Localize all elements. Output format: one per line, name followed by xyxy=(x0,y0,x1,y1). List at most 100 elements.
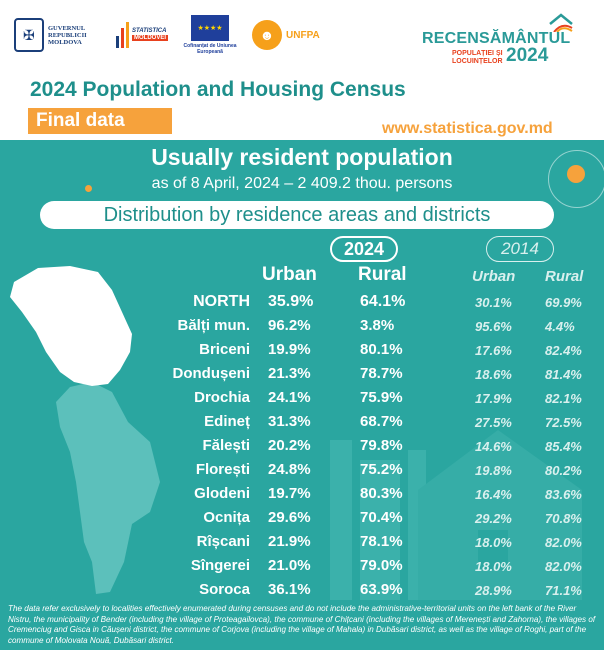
table-row: Fălești 20.2% 79.8% 14.6% 85.4% xyxy=(0,437,604,459)
eu-logo-text: Cofinanțat de Uniunea Europeană xyxy=(183,43,237,55)
rural-2014-value: 80.2% xyxy=(545,463,582,478)
rural-2024-value: 80.3% xyxy=(360,485,403,502)
urban-2024-value: 29.6% xyxy=(268,509,311,526)
rural-2024-value: 79.8% xyxy=(360,437,403,454)
table-row: Glodeni 19.7% 80.3% 16.4% 83.6% xyxy=(0,485,604,507)
house-roof-icon xyxy=(549,13,573,32)
urban-2014-value: 18.6% xyxy=(475,367,512,382)
table-row: Soroca 36.1% 63.9% 28.9% 71.1% xyxy=(0,581,604,603)
table-row: Sîngerei 21.0% 79.0% 18.0% 82.0% xyxy=(0,557,604,579)
district-name: Dondușeni xyxy=(172,365,251,382)
district-name: Fălești xyxy=(202,437,250,454)
section-title: Usually resident population xyxy=(151,144,453,170)
urban-2024-value: 31.3% xyxy=(268,413,311,430)
unfpa-logo: ☻ UNFPA xyxy=(252,20,320,50)
year-2024-badge: 2024 xyxy=(330,236,398,262)
table-row: Florești 24.8% 75.2% 19.8% 80.2% xyxy=(0,461,604,483)
district-name: Soroca xyxy=(199,581,250,598)
rural-2014-value: 82.0% xyxy=(545,559,582,574)
column-header-rural-2024: Rural xyxy=(358,264,407,285)
rural-2014-value: 4.4% xyxy=(545,319,575,334)
eu-logo: ★★★★ Cofinanțat de Uniunea Europeană xyxy=(180,15,240,55)
table-row: Ocnița 29.6% 70.4% 29.2% 70.8% xyxy=(0,509,604,531)
district-name: Sîngerei xyxy=(190,557,250,574)
year-2014-badge: 2014 xyxy=(486,236,554,262)
rural-2014-value: 82.4% xyxy=(545,343,582,358)
column-header-rural-2014: Rural xyxy=(545,268,584,285)
district-name: Briceni xyxy=(199,341,250,358)
district-name: Florești xyxy=(195,461,250,478)
census-logo-title: RECENSĂMÂNTUL xyxy=(422,30,571,47)
table-row: Dondușeni 21.3% 78.7% 18.6% 81.4% xyxy=(0,365,604,387)
district-name: Glodeni xyxy=(194,485,250,502)
coat-of-arms-icon: ✠ xyxy=(14,18,44,52)
table-row: Rîșcani 21.9% 78.1% 18.0% 82.0% xyxy=(0,533,604,555)
statistica-logo-text-b: MOLDOVEI xyxy=(132,35,169,41)
rural-2014-value: 72.5% xyxy=(545,415,582,430)
urban-2024-value: 24.8% xyxy=(268,461,311,478)
census-logo: RECENSĂMÂNTUL POPULAȚIEI ȘI LOCUINȚELOR … xyxy=(422,12,592,66)
census-logo-year: 2024 xyxy=(506,45,549,66)
statistica-bars-icon xyxy=(116,22,129,48)
statistica-logo-text: STATISTICA MOLDOVEI xyxy=(132,28,169,42)
district-name: Edineț xyxy=(204,413,250,430)
houses-illustration xyxy=(330,430,582,600)
rural-2024-value: 78.7% xyxy=(360,365,403,382)
rural-2014-value: 82.1% xyxy=(545,391,582,406)
column-header-urban-2014: Urban xyxy=(472,268,516,285)
urban-2024-value: 21.0% xyxy=(268,557,311,574)
eu-flag-icon: ★★★★ xyxy=(191,15,230,41)
urban-2024-value: 21.9% xyxy=(268,533,311,550)
urban-2024-value: 36.1% xyxy=(268,581,311,598)
government-logo: ✠ GUVERNUL REPUBLICII MOLDOVA xyxy=(14,18,104,52)
rural-2014-value: 83.6% xyxy=(545,487,582,502)
urban-2014-value: 95.6% xyxy=(475,319,512,334)
urban-2014-value: 29.2% xyxy=(475,511,512,526)
table-row: Bălți mun. 96.2% 3.8% 95.6% 4.4% xyxy=(0,317,604,339)
rural-2024-value: 63.9% xyxy=(360,581,403,598)
rural-2014-value: 69.9% xyxy=(545,295,582,310)
rural-2024-value: 78.1% xyxy=(360,533,403,550)
unfpa-icon: ☻ xyxy=(252,20,283,50)
table-row: NORTH 35.9% 64.1% 30.1% 69.9% xyxy=(0,293,604,315)
rural-2024-value: 79.0% xyxy=(360,557,403,574)
decor-circle-outline xyxy=(548,150,604,208)
rural-2014-value: 71.1% xyxy=(545,583,582,598)
rural-2014-value: 85.4% xyxy=(545,439,582,454)
rural-2014-value: 82.0% xyxy=(545,535,582,550)
urban-2024-value: 35.9% xyxy=(268,293,314,310)
urban-2014-value: 30.1% xyxy=(475,295,512,310)
rural-2024-value: 64.1% xyxy=(360,293,406,310)
census-logo-subtitle: POPULAȚIEI ȘI LOCUINȚELOR xyxy=(452,50,503,65)
urban-2014-value: 17.9% xyxy=(475,391,512,406)
page-title: 2024 Population and Housing Census xyxy=(30,78,406,101)
district-name: Ocnița xyxy=(203,509,250,526)
urban-2014-value: 17.6% xyxy=(475,343,512,358)
rural-2014-value: 70.8% xyxy=(545,511,582,526)
district-name: Rîșcani xyxy=(196,533,250,550)
website-link[interactable]: www.statistica.gov.md xyxy=(382,120,553,137)
map-north-region xyxy=(10,266,132,386)
section-heading: Distribution by residence areas and dist… xyxy=(40,201,554,229)
table-row: Briceni 19.9% 80.1% 17.6% 82.4% xyxy=(0,341,604,363)
rural-2024-value: 68.7% xyxy=(360,413,403,430)
rural-2024-value: 80.1% xyxy=(360,341,403,358)
rural-2024-value: 75.9% xyxy=(360,389,403,406)
urban-2014-value: 28.9% xyxy=(475,583,512,598)
urban-2014-value: 18.0% xyxy=(475,559,512,574)
government-logo-text: GUVERNUL REPUBLICII MOLDOVA xyxy=(48,24,87,46)
final-data-badge: Final data xyxy=(28,108,172,134)
urban-2024-value: 96.2% xyxy=(268,317,311,334)
urban-2024-value: 24.1% xyxy=(268,389,311,406)
table-row: Drochia 24.1% 75.9% 17.9% 82.1% xyxy=(0,389,604,411)
statistica-logo-text-a: STATISTICA xyxy=(132,28,167,34)
map-rest-of-country xyxy=(56,382,160,594)
urban-2014-value: 19.8% xyxy=(475,463,512,478)
urban-2024-value: 21.3% xyxy=(268,365,311,382)
table-row: Edineț 31.3% 68.7% 27.5% 72.5% xyxy=(0,413,604,435)
header-area: ✠ GUVERNUL REPUBLICII MOLDOVA STATISTICA… xyxy=(0,0,604,140)
district-name: NORTH xyxy=(193,293,250,310)
urban-2014-value: 27.5% xyxy=(475,415,512,430)
urban-2024-value: 19.9% xyxy=(268,341,311,358)
